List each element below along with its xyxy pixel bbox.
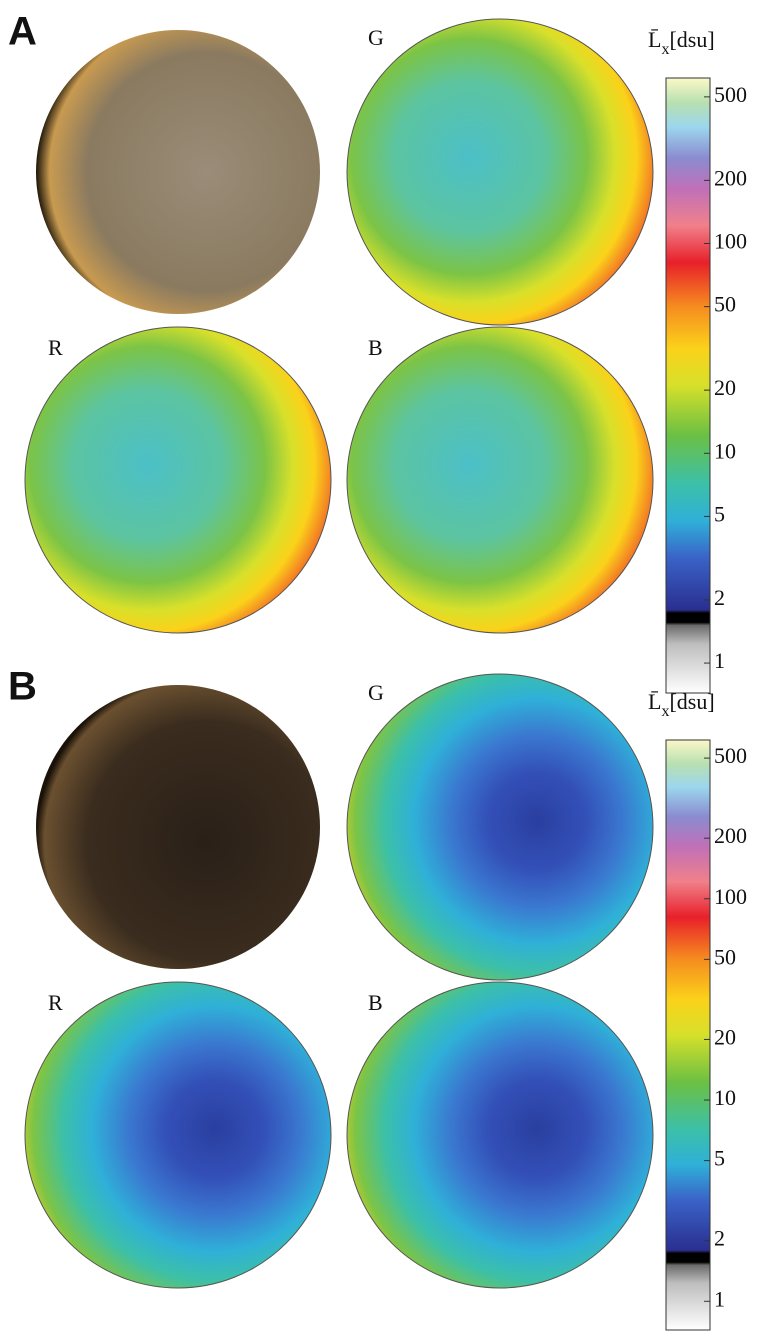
colorbar-tick-label: 200	[714, 823, 747, 848]
luminance-map	[24, 981, 332, 1289]
colorbar-unit: [dsu]	[669, 27, 714, 52]
channel-label: G	[368, 680, 384, 705]
colorbar-tick-label: 50	[714, 292, 736, 317]
colorbar-tick-label: 500	[714, 82, 747, 107]
colorbar-tick-label: 20	[714, 375, 736, 400]
channel-label: G	[368, 25, 384, 50]
colorbar-symbol: L̄	[648, 27, 661, 52]
colorbar-tick-label: 5	[714, 501, 725, 526]
luminance-map	[346, 326, 654, 634]
channel-label: B	[368, 335, 383, 360]
panel-label: A	[8, 10, 37, 54]
colorbar-tick-label: 1	[714, 1286, 725, 1311]
colorbar-tick-label: 100	[714, 229, 747, 254]
colorbar-subscript: x	[661, 703, 669, 720]
luminance-map	[24, 326, 332, 634]
colorbar-tick-label: 10	[714, 438, 736, 463]
colorbar	[665, 739, 711, 1331]
colorbar-unit: [dsu]	[669, 689, 714, 714]
channel-label: B	[368, 990, 383, 1015]
colorbar-tick-label: 1	[714, 648, 725, 673]
channel-label: R	[48, 990, 63, 1015]
panel-label: B	[8, 665, 37, 709]
luminance-map	[346, 981, 654, 1289]
colorbar-tick-label: 500	[714, 743, 747, 768]
colorbar-tick-label: 10	[714, 1085, 736, 1110]
sky-photo	[36, 685, 320, 969]
colorbar-symbol: L̄	[648, 689, 661, 714]
colorbar-tick-label: 50	[714, 944, 736, 969]
colorbar-tick-label: 20	[714, 1024, 736, 1049]
colorbar-title: L̄x[dsu]	[648, 27, 715, 58]
channel-label: R	[48, 335, 63, 360]
colorbar	[665, 77, 711, 694]
colorbar-tick-label: 5	[714, 1146, 725, 1171]
colorbar-tick-label: 2	[714, 585, 725, 610]
luminance-map	[346, 18, 654, 326]
colorbar-subscript: x	[661, 41, 669, 58]
colorbar-title: L̄x[dsu]	[648, 689, 715, 720]
sky-photo	[36, 30, 320, 314]
colorbar-tick-label: 200	[714, 165, 747, 190]
colorbar-tick-label: 2	[714, 1226, 725, 1251]
colorbar-tick-label: 100	[714, 884, 747, 909]
luminance-map	[346, 673, 654, 981]
